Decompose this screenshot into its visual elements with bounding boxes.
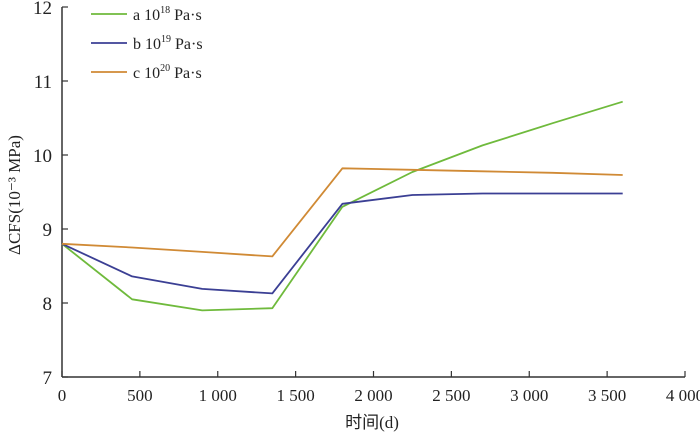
y-tick-label: 12 [33, 0, 52, 19]
series-line-c [61, 167, 623, 258]
x-tick-label: 4 000 [666, 386, 700, 405]
y-tick-label: 11 [34, 72, 52, 93]
x-tick-label: 500 [127, 386, 153, 405]
y-tick-label: 8 [43, 294, 53, 315]
legend-label: b 1019 Pa·s [133, 34, 203, 53]
x-tick-label: 1 000 [199, 386, 237, 405]
x-tick-label: 2 000 [354, 386, 392, 405]
x-tick-label: 3 000 [510, 386, 548, 405]
x-tick-label: 2 500 [432, 386, 470, 405]
series-lines [61, 100, 623, 312]
y-tick-label: 7 [43, 368, 53, 389]
y-tick-label: 9 [43, 220, 53, 241]
y-axis-label: ΔCFS(10⁻³ MPa) [5, 135, 24, 255]
legend: a 1018 Pa·s b 1019 Pa·s c 1020 Pa·s [91, 5, 203, 82]
axes: 7 8 9 10 11 12 0 500 1 000 1 500 2 000 2 500 3 000 3 … [33, 0, 700, 405]
series-line-b [61, 192, 623, 295]
legend-label: c 1020 Pa·s [133, 63, 202, 82]
series-line-a [61, 100, 623, 312]
x-tick-label: 1 500 [277, 386, 315, 405]
x-tick-label: 3 500 [588, 386, 626, 405]
x-tick-label: 0 [58, 386, 67, 405]
legend-label: a 1018 Pa·s [133, 5, 202, 24]
x-axis-label: 时间(d) [345, 413, 399, 432]
y-tick-label: 10 [33, 146, 52, 167]
